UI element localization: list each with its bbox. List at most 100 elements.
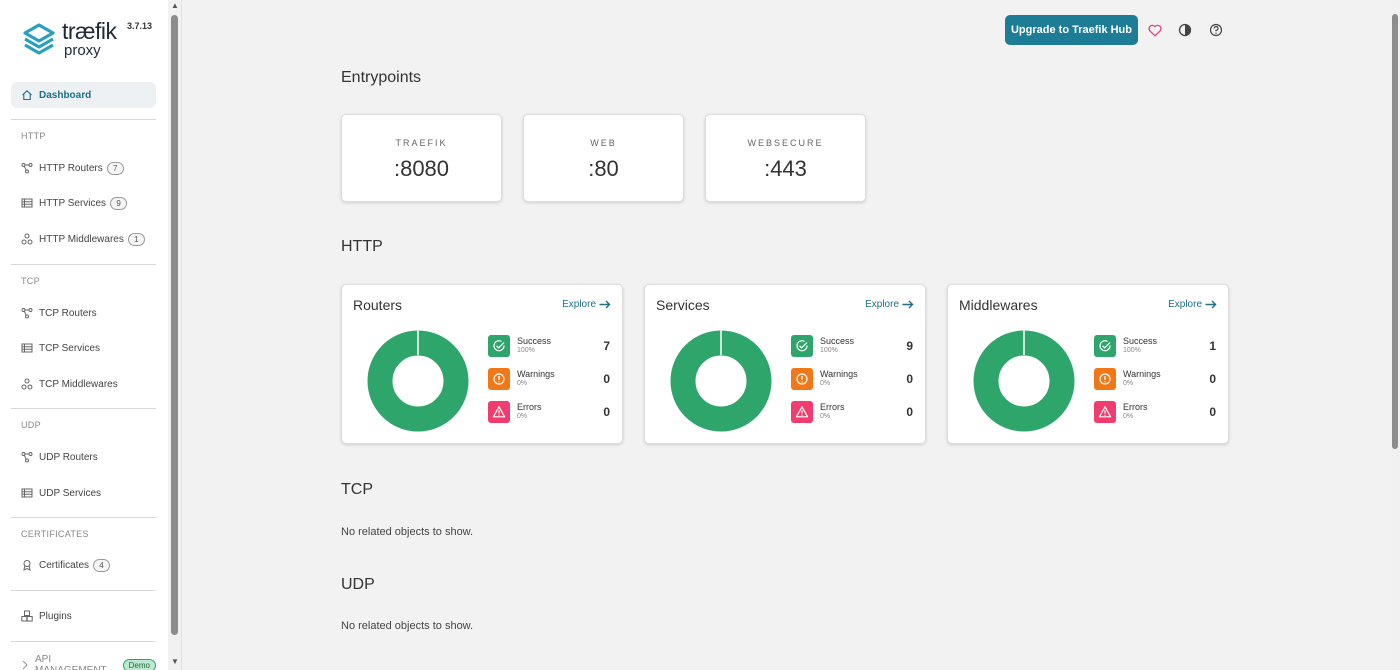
warnings-row: Warnings 0% 0	[1094, 368, 1216, 392]
warning-icon	[1094, 368, 1116, 390]
error-icon	[1094, 401, 1116, 423]
sidebar-item-api-management[interactable]: API MANAGEMENT Demo	[11, 652, 156, 670]
help-icon[interactable]	[1207, 21, 1225, 39]
explore-label: Explore	[1168, 299, 1202, 310]
traefik-logo[interactable]: træfik proxy 3.7.13	[22, 18, 162, 62]
entrypoint-card[interactable]: WEB :80	[523, 114, 684, 202]
count-badge: 4	[93, 558, 111, 572]
success-check-icon	[791, 335, 813, 357]
success-row: Success 100% 7	[488, 335, 610, 359]
success-label: Success	[820, 336, 855, 346]
entrypoint-port: :8080	[393, 156, 450, 181]
entrypoint-name: WEBSECURE	[747, 138, 824, 148]
traefik-logo-icon	[23, 23, 55, 55]
udp-heading: UDP	[341, 576, 375, 593]
status-donut-chart	[670, 330, 772, 432]
status-donut-chart	[367, 330, 469, 432]
explore-label: Explore	[562, 299, 596, 310]
success-label: Success	[517, 336, 552, 346]
sidebar-item-http-routers[interactable]: HTTP Routers 7	[11, 155, 156, 181]
scroll-up-arrow-icon[interactable]: ▲	[171, 1, 179, 10]
sidebar-item-http-services[interactable]: HTTP Services 9	[11, 190, 156, 216]
error-icon	[488, 401, 510, 423]
explore-link[interactable]: Explore	[562, 299, 611, 310]
tcp-empty-message: No related objects to show.	[341, 526, 474, 538]
success-row: Success 100% 1	[1094, 335, 1216, 359]
middlewares-card: Middlewares Explore Success 100% 1 Warni…	[947, 284, 1229, 444]
warnings-count: 0	[1209, 372, 1216, 386]
success-check-icon	[488, 335, 510, 357]
success-count: 7	[603, 339, 610, 353]
errors-percent: 0%	[1123, 413, 1134, 420]
entrypoint-name: WEB	[590, 138, 617, 148]
explore-link[interactable]: Explore	[865, 299, 914, 310]
sidebar-item-certificates[interactable]: Certificates 4	[11, 552, 156, 578]
scrollbar-thumb[interactable]	[171, 15, 178, 635]
scrollbar-thumb[interactable]	[1392, 14, 1398, 449]
errors-row: Errors 0% 0	[791, 401, 913, 425]
entrypoint-name: TRAEFIK	[395, 138, 448, 148]
upgrade-button[interactable]: Upgrade to Traefik Hub	[1005, 15, 1138, 45]
entrypoint-card[interactable]: TRAEFIK :8080	[341, 114, 502, 202]
sidebar-item-tcp-routers[interactable]: TCP Routers	[11, 300, 156, 326]
sidebar-item-label: Plugins	[39, 610, 72, 622]
section-label-tcp: TCP	[21, 276, 40, 286]
main-scrollbar[interactable]	[1390, 0, 1400, 670]
success-percent: 100%	[1123, 347, 1141, 354]
errors-count: 0	[906, 405, 913, 419]
warnings-count: 0	[906, 372, 913, 386]
warning-icon	[791, 368, 813, 390]
sidebar-item-label: Certificates	[39, 559, 90, 571]
sidebar-item-http-middlewares[interactable]: HTTP Middlewares 1	[11, 226, 156, 252]
success-check-icon	[1094, 335, 1116, 357]
warnings-label: Warnings	[1123, 369, 1161, 379]
entrypoint-port: :443	[764, 156, 807, 181]
sidebar-item-label: Dashboard	[39, 89, 92, 101]
section-label-api: API MANAGEMENT	[35, 654, 107, 670]
sidebar-item-plugins[interactable]: Plugins	[11, 603, 156, 629]
scroll-down-arrow-icon[interactable]: ▼	[171, 657, 179, 666]
section-label-http: HTTP	[21, 131, 46, 141]
sidebar-item-udp-routers[interactable]: UDP Routers	[11, 444, 156, 470]
divider	[11, 119, 156, 120]
divider	[11, 408, 156, 409]
warnings-row: Warnings 0% 0	[488, 368, 610, 392]
divider	[11, 590, 156, 591]
middleware-icon	[21, 378, 33, 390]
udp-empty-message: No related objects to show.	[341, 620, 474, 632]
warnings-count: 0	[603, 372, 610, 386]
sidebar-item-tcp-middlewares[interactable]: TCP Middlewares	[11, 371, 156, 397]
errors-count: 0	[1209, 405, 1216, 419]
router-icon	[21, 307, 33, 319]
theme-toggle-icon[interactable]	[1176, 21, 1194, 39]
sidebar-item-label: HTTP Routers	[39, 162, 103, 174]
sidebar-item-tcp-services[interactable]: TCP Services	[11, 335, 156, 361]
entrypoint-card[interactable]: WEBSECURE :443	[705, 114, 866, 202]
arrow-right-icon	[599, 300, 611, 309]
services-icon	[21, 487, 33, 499]
success-count: 9	[906, 339, 913, 353]
success-label: Success	[1123, 336, 1158, 346]
explore-link[interactable]: Explore	[1168, 299, 1217, 310]
errors-row: Errors 0% 0	[488, 401, 610, 425]
success-percent: 100%	[517, 347, 535, 354]
version-label: 3.7.13	[127, 21, 153, 31]
warnings-label: Warnings	[517, 369, 555, 379]
errors-label: Errors	[1123, 402, 1148, 412]
sidebar-item-udp-services[interactable]: UDP Services	[11, 480, 156, 506]
error-icon	[791, 401, 813, 423]
warnings-percent: 0%	[820, 380, 831, 387]
sidebar-item-label: UDP Routers	[39, 451, 98, 463]
heart-icon[interactable]	[1146, 21, 1164, 39]
success-row: Success 100% 9	[791, 335, 913, 359]
sidebar-item-dashboard[interactable]: Dashboard	[11, 82, 156, 108]
services-card: Services Explore Success 100% 9 Warnings…	[644, 284, 926, 444]
divider	[11, 517, 156, 518]
sidebar-item-label: TCP Routers	[39, 307, 97, 319]
logo-wordmark: træfik	[62, 18, 117, 44]
count-badge: 7	[106, 161, 124, 175]
divider	[181, 0, 182, 670]
services-icon	[21, 342, 33, 354]
sidebar-scrollbar[interactable]: ▲ ▼	[169, 0, 181, 670]
errors-label: Errors	[517, 402, 542, 412]
